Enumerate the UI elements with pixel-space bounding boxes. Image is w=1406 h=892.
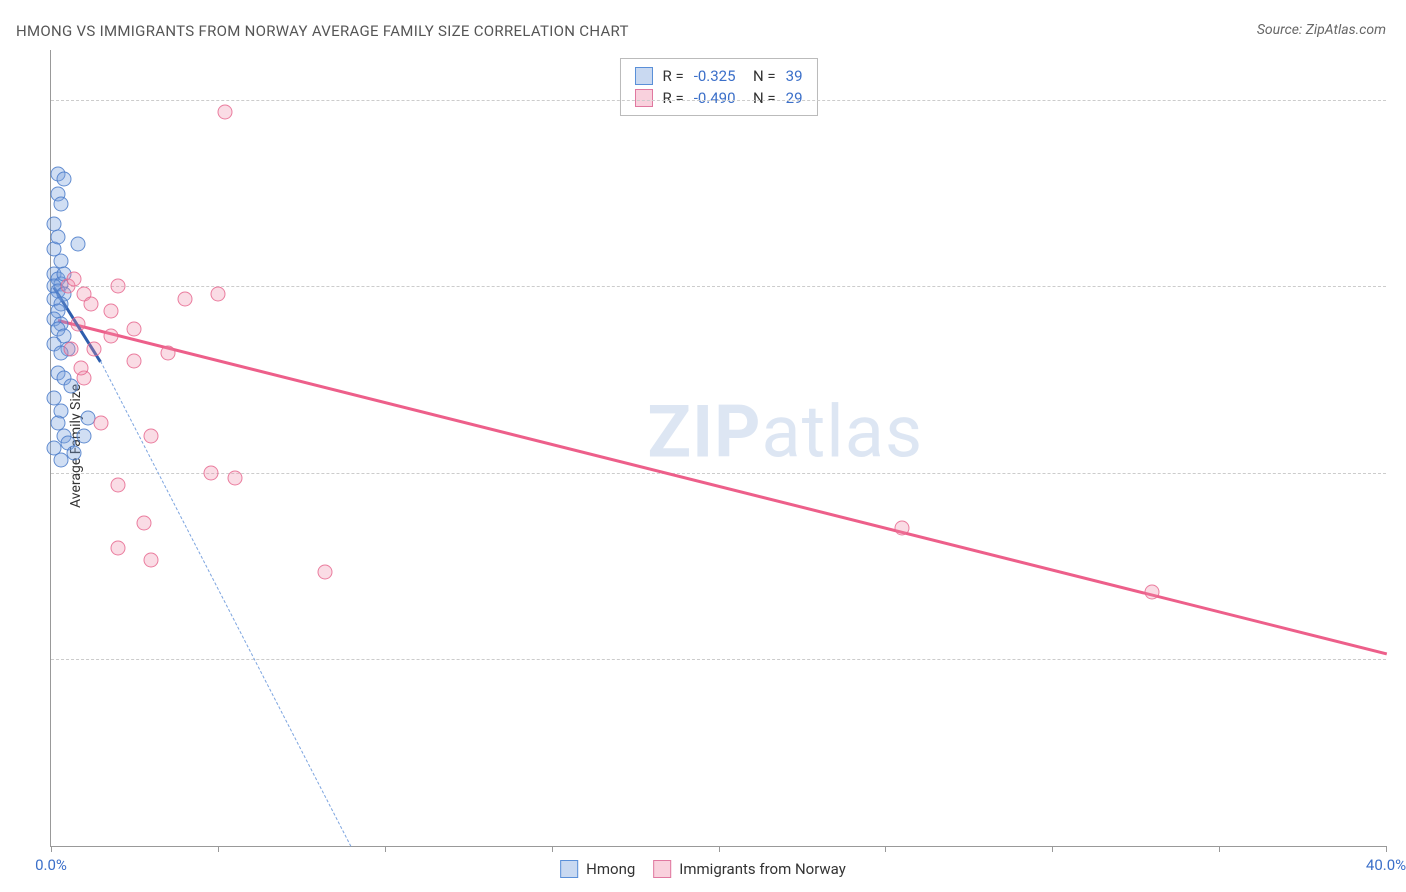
- legend-item: Hmong: [560, 860, 635, 878]
- x-tick-mark: [885, 846, 886, 852]
- stats-legend-box: R = -0.325 N = 39 R = -0.490 N = 29: [619, 58, 817, 116]
- scatter-point: [57, 172, 72, 187]
- scatter-point: [204, 465, 219, 480]
- bottom-legend: Hmong Immigrants from Norway: [560, 860, 846, 878]
- x-tick-mark: [385, 846, 386, 852]
- scatter-point: [64, 341, 79, 356]
- stat-r-value: -0.325: [694, 67, 736, 85]
- stat-r-label: R =: [662, 67, 683, 85]
- swatch-pink: [634, 89, 652, 107]
- stat-n-label: N =: [746, 89, 776, 107]
- scatter-point: [317, 565, 332, 580]
- x-tick-mark: [1386, 846, 1387, 852]
- legend-label: Immigrants from Norway: [679, 860, 846, 878]
- scatter-point: [227, 470, 242, 485]
- scatter-point: [137, 515, 152, 530]
- y-tick-label: 3.25: [1391, 277, 1406, 295]
- scatter-point: [217, 105, 232, 120]
- x-tick-mark: [51, 846, 52, 852]
- source-label: Source: ZipAtlas.com: [1257, 22, 1386, 38]
- gridline-horizontal: [51, 100, 1386, 101]
- scatter-point: [54, 197, 69, 212]
- scatter-point: [84, 296, 99, 311]
- x-tick-mark: [719, 846, 720, 852]
- stat-n-value: 39: [786, 67, 803, 85]
- x-tick-mark: [552, 846, 553, 852]
- scatter-point: [104, 329, 119, 344]
- scatter-point: [177, 291, 192, 306]
- stat-r-value: -0.490: [694, 89, 736, 107]
- legend-label: Hmong: [586, 860, 635, 878]
- trend-line: [100, 361, 351, 847]
- scatter-point: [110, 279, 125, 294]
- scatter-point: [144, 552, 159, 567]
- scatter-point: [104, 304, 119, 319]
- stat-n-label: N =: [746, 67, 776, 85]
- watermark: ZIPatlas: [647, 390, 923, 475]
- scatter-point: [94, 416, 109, 431]
- stat-r-label: R =: [662, 89, 683, 107]
- scatter-point: [127, 321, 142, 336]
- x-tick-mark: [1219, 846, 1220, 852]
- swatch-blue: [560, 860, 578, 878]
- gridline-horizontal: [51, 473, 1386, 474]
- gridline-horizontal: [51, 286, 1386, 287]
- stats-row: R = -0.325 N = 39: [634, 65, 802, 87]
- swatch-blue: [634, 67, 652, 85]
- chart-plot-area: ZIPatlas R = -0.325 N = 39 R = -0.490 N …: [50, 50, 1386, 847]
- scatter-point: [127, 353, 142, 368]
- chart-title: HMONG VS IMMIGRANTS FROM NORWAY AVERAGE …: [16, 22, 629, 40]
- scatter-point: [67, 271, 82, 286]
- scatter-point: [77, 428, 92, 443]
- gridline-horizontal: [51, 659, 1386, 660]
- y-tick-label: 2.50: [1391, 464, 1406, 482]
- trend-line: [57, 319, 1386, 655]
- scatter-point: [210, 286, 225, 301]
- x-tick-mark: [1052, 846, 1053, 852]
- scatter-point: [50, 229, 65, 244]
- swatch-pink: [653, 860, 671, 878]
- scatter-point: [70, 316, 85, 331]
- scatter-point: [87, 341, 102, 356]
- legend-item: Immigrants from Norway: [653, 860, 846, 878]
- scatter-point: [110, 478, 125, 493]
- scatter-point: [160, 346, 175, 361]
- x-tick-label: 40.0%: [1366, 856, 1406, 874]
- scatter-point: [70, 237, 85, 252]
- stat-n-value: 29: [786, 89, 803, 107]
- scatter-point: [144, 428, 159, 443]
- scatter-point: [895, 520, 910, 535]
- scatter-point: [1145, 585, 1160, 600]
- x-tick-label: 0.0%: [35, 856, 67, 874]
- stats-row: R = -0.490 N = 29: [634, 87, 802, 109]
- y-tick-label: 4.00: [1391, 91, 1406, 109]
- y-tick-label: 1.75: [1391, 650, 1406, 668]
- scatter-point: [110, 540, 125, 555]
- scatter-point: [67, 445, 82, 460]
- x-tick-mark: [218, 846, 219, 852]
- scatter-point: [74, 361, 89, 376]
